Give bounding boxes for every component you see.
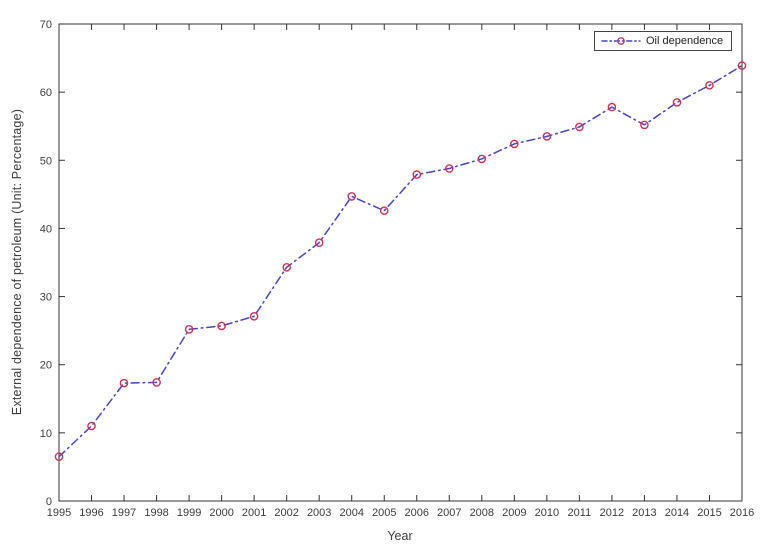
x-tick-label: 2008 bbox=[470, 507, 494, 519]
data-marker bbox=[607, 102, 617, 112]
x-tick-label: 2016 bbox=[730, 507, 754, 519]
data-marker bbox=[412, 170, 422, 179]
data-marker bbox=[575, 122, 584, 132]
series-line bbox=[58, 64, 743, 458]
data-marker bbox=[737, 61, 747, 70]
x-tick-label: 2015 bbox=[697, 507, 721, 519]
x-tick-label: 2009 bbox=[502, 507, 526, 519]
legend: Oil dependence bbox=[594, 31, 733, 51]
data-marker bbox=[444, 164, 454, 173]
axes-box bbox=[58, 23, 743, 502]
x-tick-label: 1998 bbox=[144, 507, 168, 519]
data-marker bbox=[477, 154, 487, 164]
data-marker bbox=[379, 206, 389, 215]
x-tick-label: 2003 bbox=[307, 507, 331, 519]
data-marker bbox=[314, 238, 324, 247]
y-axis-label: External dependence of petroleum (Unit: … bbox=[10, 108, 24, 416]
data-marker bbox=[54, 452, 64, 462]
data-marker bbox=[282, 262, 292, 272]
x-tick-label: 2011 bbox=[568, 507, 592, 519]
data-marker bbox=[542, 132, 552, 141]
data-marker bbox=[249, 311, 259, 321]
data-marker bbox=[184, 324, 194, 334]
y-tick-label: 60 bbox=[40, 87, 52, 99]
legend-label: Oil dependence bbox=[646, 35, 724, 47]
data-marker bbox=[672, 98, 682, 107]
data-marker bbox=[347, 192, 357, 201]
y-tick-label: 30 bbox=[40, 292, 52, 304]
data-marker bbox=[87, 421, 96, 431]
x-tick-label: 1999 bbox=[177, 507, 201, 519]
y-tick-label: 20 bbox=[40, 360, 52, 372]
y-tick-label: 40 bbox=[40, 223, 52, 235]
x-tick-label: 2005 bbox=[372, 507, 396, 519]
data-marker bbox=[217, 321, 226, 331]
data-marker bbox=[640, 120, 649, 130]
y-tick-label: 70 bbox=[40, 19, 52, 31]
data-marker bbox=[152, 378, 161, 387]
x-tick-label: 2013 bbox=[632, 507, 656, 519]
y-tick-label: 50 bbox=[40, 155, 52, 167]
y-tick-label: 0 bbox=[46, 496, 52, 508]
legend-line-sample bbox=[601, 37, 641, 45]
x-tick-label: 1995 bbox=[47, 507, 71, 519]
data-marker bbox=[119, 378, 129, 388]
x-tick-label: 2002 bbox=[274, 507, 298, 519]
x-tick-label: 2010 bbox=[535, 507, 559, 519]
data-marker bbox=[705, 81, 714, 90]
x-tick-label: 2014 bbox=[665, 507, 689, 519]
x-tick-label: 1997 bbox=[112, 507, 136, 519]
data-marker bbox=[509, 139, 519, 149]
legend-sample-marker bbox=[617, 37, 625, 45]
x-tick-label: 2001 bbox=[242, 507, 266, 519]
x-tick-label: 2000 bbox=[209, 507, 233, 519]
x-tick-label: 2006 bbox=[405, 507, 429, 519]
x-tick-label: 2004 bbox=[339, 507, 363, 519]
y-tick-label: 10 bbox=[40, 428, 52, 440]
x-tick-label: 1996 bbox=[79, 507, 103, 519]
x-tick-label: 2012 bbox=[600, 507, 624, 519]
x-axis-label: Year bbox=[387, 529, 413, 543]
x-tick-label: 2007 bbox=[437, 507, 461, 519]
